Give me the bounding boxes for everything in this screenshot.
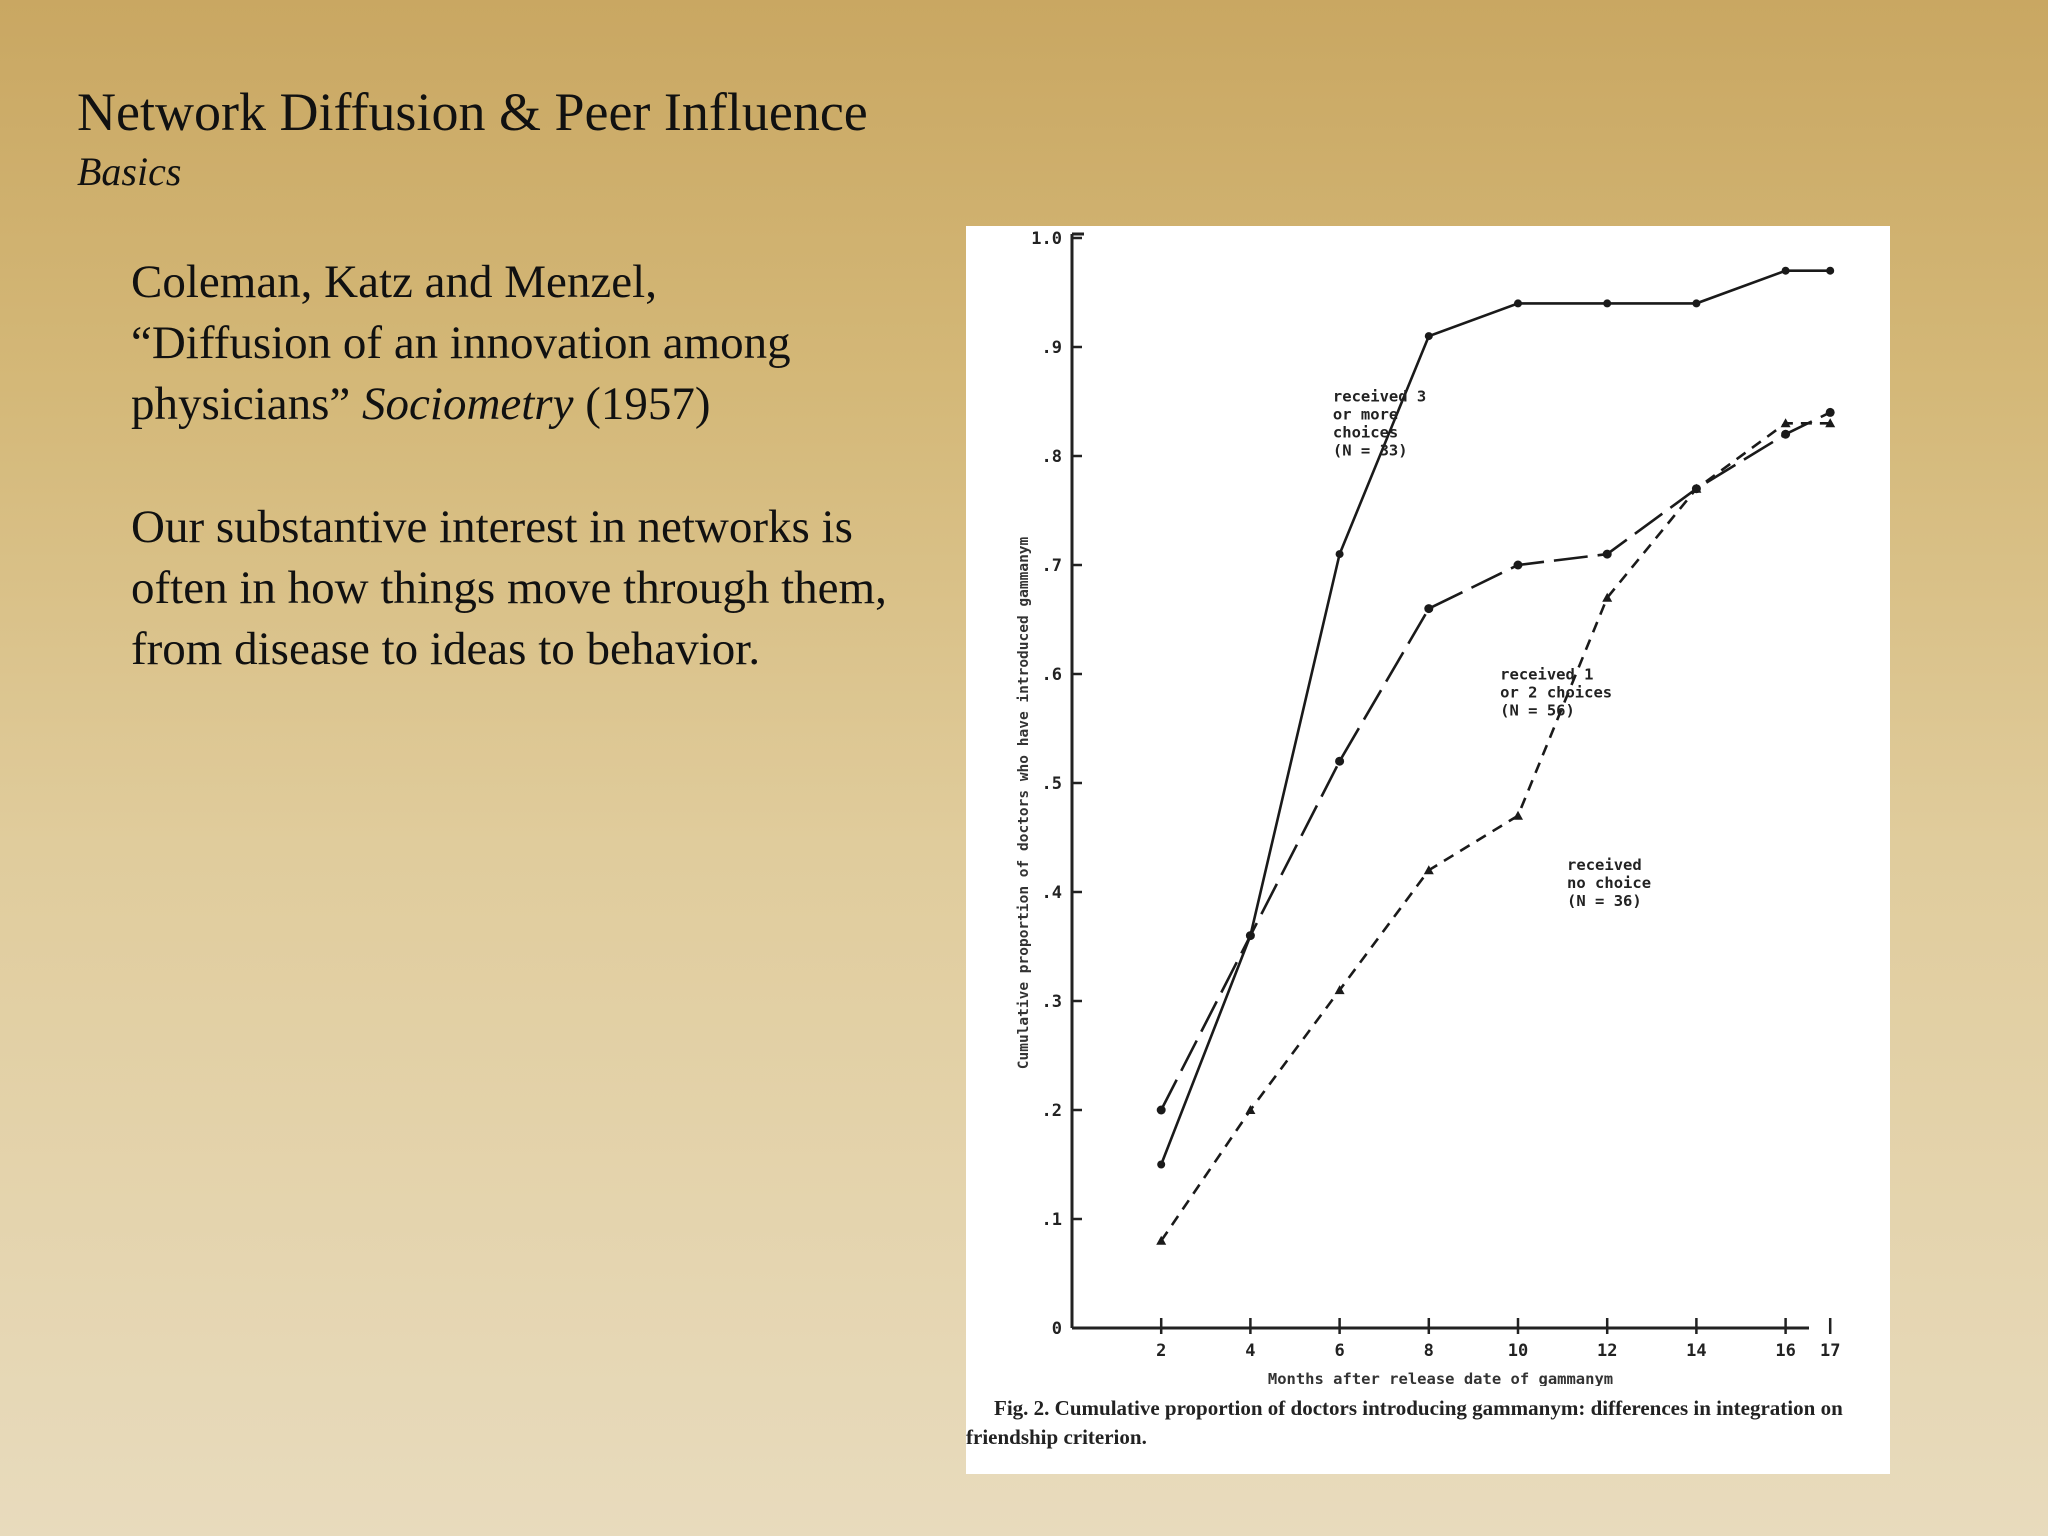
data-point [1692,299,1701,308]
y-tick-label: 0 [1052,1319,1062,1339]
series-label-2: or 2 choices [1500,683,1612,701]
data-point [1245,931,1255,941]
citation-authors: Coleman, Katz and Menzel, [131,256,657,308]
data-point [1780,418,1791,428]
data-point [1424,332,1433,341]
y-tick-label: .2 [1042,1101,1062,1121]
data-point [1826,266,1835,275]
data-point [1691,483,1702,493]
citation-journal: Sociometry [362,378,574,430]
y-tick-label: .6 [1042,665,1062,685]
series-label-1: (N = 33) [1333,442,1408,460]
x-tick-label: 4 [1245,1341,1255,1361]
x-tick-label: 8 [1424,1341,1434,1361]
x-tick-label: 12 [1597,1341,1617,1361]
data-point [1424,604,1434,614]
slide-title: Network Diffusion & Peer Influence [77,82,868,142]
data-point [1157,1160,1166,1169]
data-point [1245,1105,1256,1114]
x-tick-label: 6 [1334,1341,1344,1361]
x-tick-label: 10 [1508,1341,1528,1361]
chart-caption: Fig. 2. Cumulative proportion of doctors… [966,1394,1876,1452]
body-paragraph: Our substantive interest in networks is … [131,501,887,675]
data-point [1334,985,1345,995]
x-tick-label: 14 [1686,1341,1706,1361]
series-label-3: no choice [1567,874,1651,892]
data-point [1603,299,1612,308]
caption-text: Cumulative proportion of doctors introdu… [966,1396,1843,1449]
y-tick-label: .8 [1042,447,1062,467]
series-label-1: or more [1333,406,1398,424]
citation: Coleman, Katz and Menzel, “Diffusion of … [131,252,911,435]
y-tick-label: .3 [1042,992,1062,1012]
y-tick-label: .5 [1042,774,1062,794]
data-point [1335,756,1345,766]
series-label-3: received [1567,856,1642,874]
body-text: Coleman, Katz and Menzel, “Diffusion of … [131,252,911,742]
y-tick-label: .9 [1042,338,1062,358]
data-point [1781,429,1791,439]
data-point [1513,810,1523,820]
data-point [1423,865,1434,875]
x-axis-label: Months after release date of gammanym [1268,1370,1613,1386]
caption-lead: Fig. 2. [994,1396,1050,1420]
data-point [1514,299,1522,308]
citation-title: “Diffusion of an innovation among physic… [131,317,791,430]
series-label-1: choices [1333,424,1398,442]
data-point [1335,550,1344,559]
y-tick-label: 1.0 [1031,229,1062,249]
chart-figure: 0 .1 .2 .3 .4 .5 .6 .7 .8 .9 1.0 2 4 6 8 10 12 14 16 17 Mont… [966,226,1890,1474]
series-label-1: received 3 [1333,388,1426,406]
series-line-3 [1160,422,1831,1242]
data-point [1513,560,1523,570]
data-point [1156,1235,1167,1245]
citation-year: (1957) [585,378,711,430]
data-point [1602,592,1613,602]
x-tick-label: 16 [1775,1341,1795,1361]
data-point [1825,418,1836,428]
data-point [1781,266,1790,275]
y-axis-label: Cumulative proportion of doctors who hav… [1016,536,1032,1069]
y-tick-label: .1 [1042,1210,1062,1230]
data-point [1156,1105,1166,1115]
series-label-3: (N = 36) [1567,892,1642,910]
y-tick-label: .4 [1042,883,1062,903]
series-line-1 [1159,269,1831,1165]
data-point [1602,549,1612,559]
series-label-2: (N = 56) [1500,701,1575,719]
series-label-2: received 1 [1500,665,1593,683]
slide-subtitle: Basics [77,149,182,194]
series-line-2 [1160,411,1831,1111]
y-tick-label: .7 [1042,556,1062,576]
x-tick-label: 2 [1156,1341,1166,1361]
data-point [1825,407,1835,417]
line-chart: 0 .1 .2 .3 .4 .5 .6 .7 .8 .9 1.0 2 4 6 8 10 12 14 16 17 Mont… [1016,229,1840,1386]
x-tick-label: 17 [1820,1341,1840,1361]
